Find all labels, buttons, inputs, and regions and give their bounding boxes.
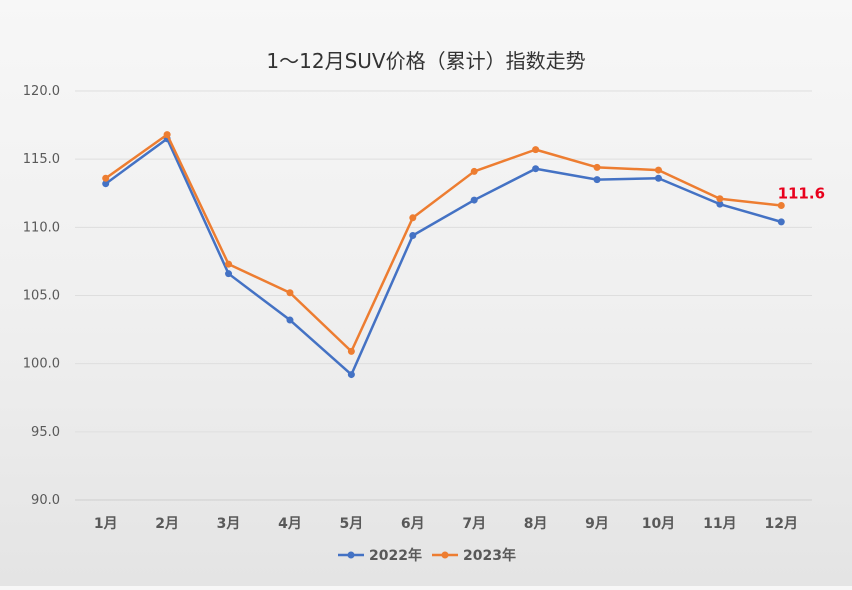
data-point xyxy=(347,371,355,379)
data-point xyxy=(654,166,662,174)
legend-item: 2022年 xyxy=(338,547,422,564)
data-point xyxy=(102,180,110,188)
legend-marker xyxy=(441,551,449,559)
data-point xyxy=(777,202,785,210)
data-label: 111.6 xyxy=(778,185,825,203)
data-point xyxy=(225,260,233,268)
y-tick-label: 90.0 xyxy=(31,493,60,508)
data-point xyxy=(593,163,601,171)
legend-label: 2022年 xyxy=(369,547,422,564)
data-point xyxy=(286,289,294,297)
series-line xyxy=(104,137,783,376)
annotation-group: 111.6 xyxy=(778,185,825,203)
data-point xyxy=(593,176,601,184)
legend-marker xyxy=(347,551,355,559)
x-tick-label: 1月 xyxy=(94,516,118,532)
x-tick-label: 9月 xyxy=(585,516,609,532)
data-point xyxy=(532,165,540,173)
legend-label: 2023年 xyxy=(463,547,516,564)
x-tick-label: 2月 xyxy=(155,516,179,532)
chart-title: 1～12月SUV价格（累计）指数走势 xyxy=(266,49,585,73)
data-point xyxy=(409,232,417,240)
data-point xyxy=(225,270,233,278)
x-tick-label: 4月 xyxy=(278,516,302,532)
x-tick-label: 3月 xyxy=(217,516,241,532)
y-axis: 120.0 115.0 110.0 105.0 100.0 95.0 90.0 xyxy=(23,84,60,508)
data-point xyxy=(470,196,478,204)
data-point xyxy=(347,347,355,355)
data-point xyxy=(163,131,171,139)
y-tick-label: 110.0 xyxy=(23,220,60,235)
series-2 xyxy=(102,131,785,355)
y-tick-label: 120.0 xyxy=(23,84,60,99)
data-point xyxy=(286,316,294,324)
grid xyxy=(75,90,812,501)
data-point xyxy=(470,167,478,175)
legend: 2022年 2023年 xyxy=(338,547,516,564)
data-point xyxy=(777,218,785,226)
x-axis: 1月 2月 3月 4月 5月 6月 7月 8月 9月 10月 11月 12月 xyxy=(94,516,798,532)
legend-item: 2023年 xyxy=(432,547,516,564)
x-tick-label: 7月 xyxy=(462,516,486,532)
series-1 xyxy=(102,135,785,379)
y-tick-label: 95.0 xyxy=(31,425,60,440)
series-group xyxy=(102,131,785,379)
y-tick-label: 115.0 xyxy=(23,152,60,167)
data-point xyxy=(102,174,110,182)
x-tick-label: 10月 xyxy=(642,516,675,532)
x-tick-label: 11月 xyxy=(703,516,736,532)
x-tick-label: 6月 xyxy=(401,516,425,532)
x-tick-label: 12月 xyxy=(765,516,798,532)
x-tick-label: 8月 xyxy=(524,516,548,532)
data-point xyxy=(409,214,417,222)
x-tick-label: 5月 xyxy=(340,516,364,532)
y-tick-label: 100.0 xyxy=(23,357,60,372)
data-point xyxy=(716,195,724,203)
y-tick-label: 105.0 xyxy=(23,289,60,304)
data-point xyxy=(716,200,724,208)
data-point xyxy=(654,174,662,182)
series-line xyxy=(104,133,783,353)
data-point xyxy=(532,146,540,154)
